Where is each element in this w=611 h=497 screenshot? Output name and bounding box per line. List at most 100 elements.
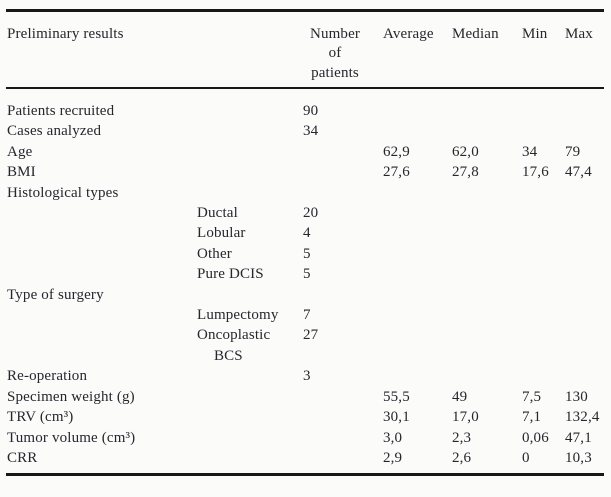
row-sublabel: Lobular [197, 225, 246, 242]
table-row: Histological types [6, 183, 604, 203]
cell-patients: 27 [303, 327, 319, 344]
row-label: Histological types [7, 184, 119, 201]
cell-average [383, 183, 452, 203]
row-sublabel [197, 142, 303, 162]
cell-average [383, 101, 452, 121]
cell-min [522, 101, 565, 121]
cell-min [522, 264, 565, 284]
row-sublabel [197, 101, 303, 121]
cell-patients: 34 [303, 123, 319, 140]
row-label: Patients recruited [7, 103, 115, 119]
cell-patients [303, 183, 383, 203]
table-rule-bottom [6, 473, 604, 477]
results-table: Preliminary results Number of patients A… [6, 9, 604, 477]
column-header-spacer [197, 25, 303, 87]
cell-max [565, 223, 605, 243]
cell-median [452, 183, 522, 203]
row-label [7, 223, 197, 243]
cell-max [565, 264, 605, 284]
cell-median: 27,8 [452, 164, 479, 181]
row-label: BMI [7, 164, 36, 181]
cell-max: 47,1 [565, 429, 592, 446]
cell-max [565, 325, 605, 366]
row-label [7, 203, 197, 223]
row-sublabel [197, 183, 303, 203]
cell-median: 2,6 [452, 449, 472, 466]
table-row: Oncoplastic BCS 27 [6, 325, 604, 366]
row-sublabel: Lumpectomy [197, 307, 279, 324]
cell-average: 55,5 [383, 388, 410, 405]
table-row: TRV (cm³) 30,1 17,0 7,1 132,4 [6, 407, 604, 427]
cell-patients [303, 387, 383, 407]
cell-patients [303, 448, 383, 468]
column-header-number-of-patients: Number of patients [309, 25, 361, 81]
column-header-min: Min [522, 25, 548, 42]
row-label [7, 244, 197, 264]
cell-max [565, 366, 605, 386]
row-sublabel: Oncoplastic BCS [197, 325, 303, 366]
row-sublabel [197, 121, 303, 141]
cell-max: 132,4 [565, 409, 600, 426]
cell-min: 0,06 [522, 429, 549, 446]
cell-max [565, 203, 605, 223]
row-sublabel: Ductal [197, 205, 238, 222]
cell-average [383, 325, 452, 366]
cell-median: 49 [452, 388, 468, 405]
row-label: Type of surgery [7, 286, 104, 303]
cell-max [565, 285, 605, 305]
cell-average [383, 285, 452, 305]
cell-min [522, 244, 565, 264]
cell-min: 34 [522, 143, 538, 160]
column-header-median: Median [452, 25, 499, 42]
row-label [7, 264, 197, 284]
cell-min [522, 366, 565, 386]
cell-average [383, 121, 452, 141]
table-rule-header [6, 86, 604, 89]
cell-median [452, 223, 522, 243]
cell-patients: 3 [303, 368, 311, 385]
cell-max [565, 101, 605, 121]
cell-median: 62,0 [452, 143, 479, 160]
cell-min [522, 203, 565, 223]
cell-min [522, 305, 565, 325]
cell-patients [303, 428, 383, 448]
cell-patients: 20 [303, 205, 319, 222]
table-body: Patients recruited 90 Cases analyzed 34 … [6, 89, 604, 473]
table-row: Re-operation 3 [6, 366, 604, 386]
table-row: Tumor volume (cm³) 3,0 2,3 0,06 47,1 [6, 428, 604, 448]
cell-min [522, 325, 565, 366]
cell-average [383, 305, 452, 325]
cell-average [383, 244, 452, 264]
cell-median: 17,0 [452, 409, 479, 426]
cell-patients [303, 407, 383, 427]
sublabel-line2: BCS [214, 347, 243, 364]
cell-average [383, 223, 452, 243]
table-row: Type of surgery [6, 285, 604, 305]
cell-patients [303, 285, 383, 305]
cell-max: 79 [565, 143, 581, 160]
cell-min [522, 183, 565, 203]
cell-max: 47,4 [565, 164, 592, 181]
row-label: CRR [7, 449, 38, 466]
row-label: Cases analyzed [7, 123, 102, 140]
cell-median [452, 101, 522, 121]
row-label: Re-operation [7, 368, 88, 385]
table-row: Lobular 4 [6, 223, 604, 243]
table-row: Age 62,9 62,0 34 79 [6, 142, 604, 162]
cell-min: 7,5 [522, 388, 542, 405]
table-row: Cases analyzed 34 [6, 121, 604, 141]
cell-average: 3,0 [383, 429, 403, 446]
row-sublabel [197, 162, 303, 182]
cell-median [452, 121, 522, 141]
table-row: Lumpectomy 7 [6, 305, 604, 325]
cell-average [383, 264, 452, 284]
table-row: CRR 2,9 2,6 0 10,3 [6, 448, 604, 468]
cell-average: 27,6 [383, 164, 410, 181]
row-label [7, 325, 197, 366]
cell-median [452, 264, 522, 284]
cell-patients: 5 [303, 266, 311, 283]
row-sublabel: Other [197, 245, 232, 262]
column-header-average: Average [383, 25, 434, 42]
cell-average [383, 203, 452, 223]
row-sublabel [197, 448, 303, 468]
